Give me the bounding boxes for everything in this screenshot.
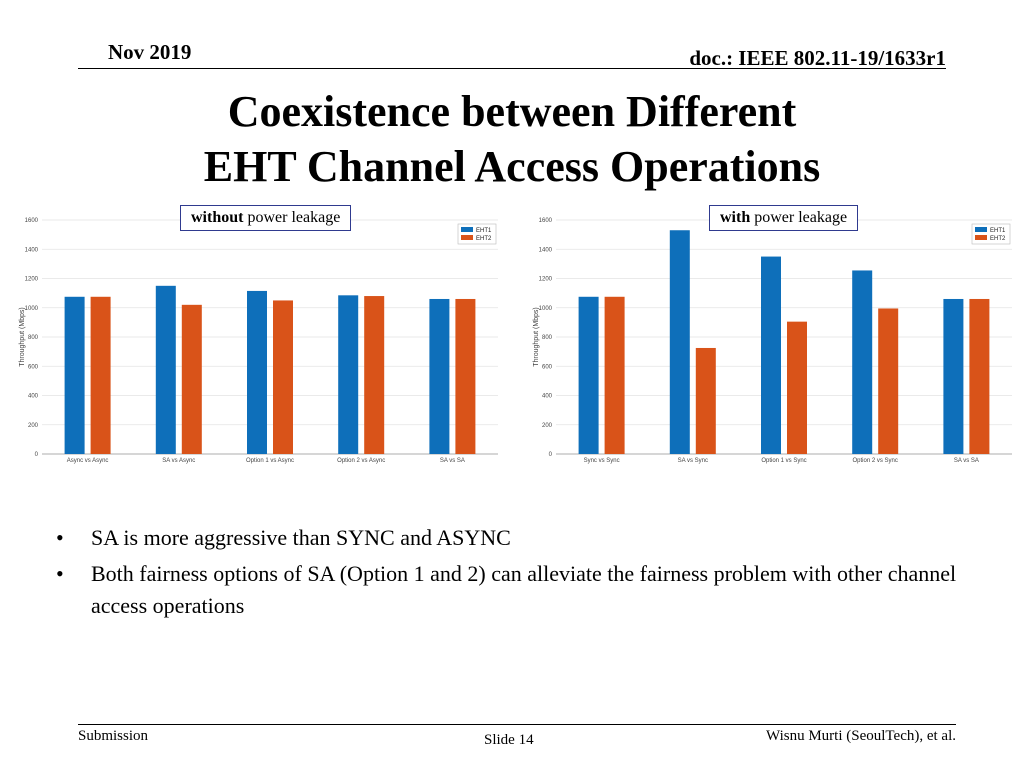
x-tick-label: Option 1 vs Async xyxy=(246,458,294,464)
legend-label: EHT2 xyxy=(990,236,1006,242)
legend-label: EHT2 xyxy=(476,236,492,242)
x-tick-label: Option 2 vs Async xyxy=(337,458,385,464)
chart-svg: 0 200 400 600 800 1000 1200 1400 1600 Throughput … xyxy=(19,218,498,464)
bar-eht1 xyxy=(761,256,781,454)
y-tick-label: 800 xyxy=(542,335,553,341)
footer-divider xyxy=(78,724,956,725)
legend-label: EHT1 xyxy=(476,228,492,234)
bullet-item: • SA is more aggressive than SYNC and AS… xyxy=(56,522,996,554)
x-tick-label: SA vs Sync xyxy=(678,458,708,464)
footer-slide-number: Slide 14 xyxy=(484,732,534,748)
y-tick-label: 1000 xyxy=(539,306,553,312)
bar-eht2 xyxy=(969,298,990,454)
x-tick-label: SA vs SA xyxy=(440,458,465,464)
legend-swatch xyxy=(461,235,473,240)
y-tick-label: 800 xyxy=(28,335,39,341)
bullet-item: • Both fairness options of SA (Option 1 … xyxy=(56,558,996,622)
bar-eht1 xyxy=(247,290,267,454)
bar-eht2 xyxy=(604,296,625,454)
x-tick-label: Sync vs Sync xyxy=(584,458,620,464)
label-with-rest: power leakage xyxy=(750,209,848,226)
bar-eht1 xyxy=(578,296,599,454)
footer-author: Wisnu Murti (SeoulTech), et al. xyxy=(766,728,956,744)
label-with-bold: with xyxy=(720,209,751,226)
bar-eht1 xyxy=(155,285,176,454)
bar-eht2 xyxy=(364,296,385,454)
bullet-marker: • xyxy=(56,561,64,586)
y-tick-label: 1600 xyxy=(25,218,39,224)
bar-eht1 xyxy=(429,298,450,454)
bar-eht2 xyxy=(181,304,202,454)
header-divider xyxy=(78,68,946,69)
x-tick-label: SA vs Async xyxy=(162,458,195,464)
label-without-power-leakage: without power leakage xyxy=(180,205,352,231)
x-tick-label: Option 1 vs Sync xyxy=(761,458,806,464)
y-tick-label: 400 xyxy=(28,394,39,400)
y-axis-label: Throughput (Mbps) xyxy=(533,307,540,367)
y-tick-label: 400 xyxy=(542,394,553,400)
x-tick-label: SA vs SA xyxy=(954,458,979,464)
bar-eht2 xyxy=(695,347,716,454)
legend-swatch xyxy=(975,227,987,232)
header-doc-id: doc.: IEEE 802.11-19/1633r1 xyxy=(689,46,946,70)
legend-swatch xyxy=(975,235,987,240)
y-tick-label: 1200 xyxy=(539,277,553,283)
y-tick-label: 200 xyxy=(28,423,39,429)
bar-eht1 xyxy=(669,230,690,454)
bar-eht2 xyxy=(878,308,899,454)
bar-eht1 xyxy=(943,298,964,454)
chart-without-leakage: 0 200 400 600 800 1000 1200 1400 1600 Throughput … xyxy=(14,212,500,464)
title-line-2: EHT Channel Access Operations xyxy=(203,142,821,191)
bullet-list: • SA is more aggressive than SYNC and AS… xyxy=(56,522,996,626)
label-with-power-leakage: with power leakage xyxy=(709,205,859,231)
bar-eht2 xyxy=(455,298,476,454)
y-tick-label: 600 xyxy=(28,364,39,370)
bullet-marker: • xyxy=(56,525,64,550)
label-without-bold: without xyxy=(191,209,244,226)
header-date: Nov 2019 xyxy=(108,40,192,64)
chart-svg: 0 200 400 600 800 1000 1200 1400 1600 Throughput … xyxy=(533,218,1012,464)
y-axis-label: Throughput (Mbps) xyxy=(19,307,26,367)
bullet-text: SA is more aggressive than SYNC and ASYN… xyxy=(91,525,511,550)
footer-submission: Submission xyxy=(78,728,149,744)
y-tick-label: 200 xyxy=(542,423,553,429)
legend-label: EHT1 xyxy=(990,228,1006,234)
x-tick-label: Async vs Async xyxy=(67,458,109,464)
y-tick-label: 1400 xyxy=(25,247,39,253)
y-tick-label: 600 xyxy=(542,364,553,370)
y-tick-label: 1600 xyxy=(539,218,553,224)
y-tick-label: 0 xyxy=(549,452,553,458)
slide-title: Coexistence between Different EHT Channe… xyxy=(0,84,1024,194)
y-tick-label: 1000 xyxy=(25,306,39,312)
bar-eht1 xyxy=(64,296,85,454)
bar-eht2 xyxy=(90,296,111,454)
chart-with-leakage: 0 200 400 600 800 1000 1200 1400 1600 Throughput … xyxy=(528,212,1014,464)
y-tick-label: 1200 xyxy=(25,277,39,283)
label-without-rest: power leakage xyxy=(243,209,341,226)
x-tick-label: Option 2 vs Sync xyxy=(853,458,898,464)
y-tick-label: 1400 xyxy=(539,247,553,253)
bar-eht1 xyxy=(852,270,873,454)
bar-eht1 xyxy=(338,295,359,454)
bullet-text: Both fairness options of SA (Option 1 an… xyxy=(91,561,957,618)
title-line-1: Coexistence between Different xyxy=(227,87,797,136)
bar-eht2 xyxy=(273,300,293,454)
legend-swatch xyxy=(461,227,473,232)
y-tick-label: 0 xyxy=(35,452,39,458)
bar-eht2 xyxy=(787,321,807,454)
